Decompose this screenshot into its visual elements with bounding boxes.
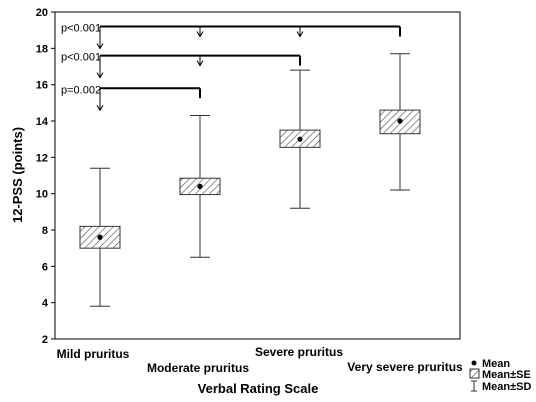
- significance-bracket: p<0.001: [61, 52, 301, 79]
- y-tick-label: 10: [36, 189, 48, 201]
- x-category-label: Severe pruritus: [255, 345, 343, 359]
- y-tick-label: 8: [42, 225, 48, 237]
- arrow-head: [196, 60, 204, 67]
- box-group: [79, 167, 121, 307]
- p-value-label: p<0.001: [61, 23, 101, 35]
- box-group: [179, 115, 221, 258]
- box-group: [379, 53, 421, 191]
- arrow-head: [96, 43, 104, 50]
- mean-point: [397, 118, 403, 124]
- y-tick-label: 2: [42, 334, 48, 346]
- legend-se-label: Mean±SE: [482, 369, 531, 381]
- x-axis-title: Verbal Rating Scale: [198, 381, 319, 396]
- legend-sd-marker: [471, 380, 477, 392]
- legend-mean-label: Mean: [482, 358, 510, 370]
- arrow-head: [196, 31, 204, 38]
- p-value-label: p=0.002: [61, 84, 101, 96]
- significance-bracket: p<0.001: [61, 23, 401, 50]
- y-tick-label: 16: [36, 80, 48, 92]
- box-group: [279, 69, 321, 209]
- arrow-head: [96, 72, 104, 79]
- y-tick-label: 6: [42, 261, 48, 273]
- arrow-head: [96, 105, 104, 112]
- y-tick-label: 14: [36, 116, 49, 128]
- significance-bracket: p=0.002: [61, 84, 201, 112]
- arrow-head: [296, 31, 304, 38]
- x-category-label: Very severe pruritus: [347, 360, 463, 374]
- x-category-label: Mild pruritus: [57, 347, 130, 361]
- y-axis-title: 12-PSS (points): [10, 127, 25, 223]
- y-tick-label: 20: [36, 7, 48, 19]
- y-tick-label: 4: [42, 298, 49, 310]
- x-category-label: Moderate pruritus: [147, 361, 249, 375]
- mean-point: [197, 183, 203, 189]
- y-tick-label: 18: [36, 43, 48, 55]
- legend-mean-marker: [471, 360, 477, 366]
- y-tick-label: 12: [36, 152, 48, 164]
- p-value-label: p<0.001: [61, 52, 101, 64]
- mean-point: [297, 136, 303, 142]
- plot-area: [54, 11, 461, 340]
- legend-sd-label: Mean±SD: [482, 381, 531, 393]
- mean-point: [97, 234, 103, 240]
- legend-se-marker: [469, 368, 480, 379]
